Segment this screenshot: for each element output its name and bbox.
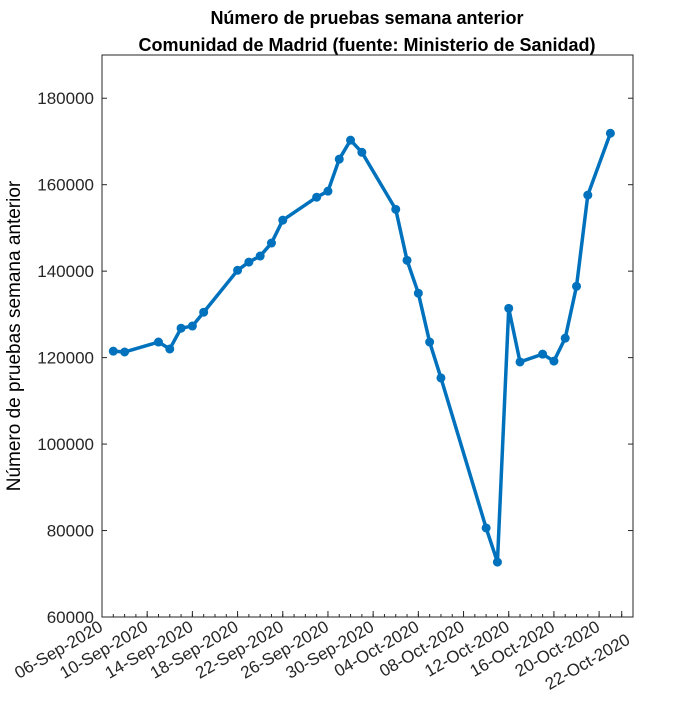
- data-point: [515, 357, 525, 367]
- data-point: [413, 288, 423, 298]
- data-point: [120, 347, 130, 357]
- data-point: [187, 321, 197, 331]
- data-point: [278, 215, 288, 225]
- data-point: [504, 303, 514, 313]
- data-point: [176, 323, 186, 333]
- series-line: [113, 132, 613, 564]
- plot-area: [101, 54, 634, 618]
- data-point: [346, 135, 356, 145]
- data-point: [165, 344, 175, 354]
- data-point: [538, 349, 548, 359]
- y-tick-label: 80000: [47, 522, 94, 541]
- y-tick-label: 100000: [37, 435, 94, 454]
- data-point: [605, 128, 615, 138]
- y-tick-label: 140000: [37, 262, 94, 281]
- data-point: [323, 186, 333, 196]
- data-point: [402, 255, 412, 265]
- data-point: [334, 154, 344, 164]
- y-tick-label: 180000: [37, 89, 94, 108]
- data-point: [436, 373, 446, 383]
- data-point: [481, 523, 491, 533]
- chart-title-line-2: Comunidad de Madrid (fuente: Ministerio …: [138, 35, 595, 55]
- y-tick-label: 60000: [47, 608, 94, 627]
- data-point: [108, 346, 118, 356]
- data-point: [199, 307, 209, 317]
- data-point: [425, 337, 435, 347]
- data-point: [255, 251, 265, 261]
- data-point: [312, 192, 322, 202]
- data-point: [357, 147, 367, 157]
- chart-title-line-1: Número de pruebas semana anterior: [210, 8, 523, 28]
- data-point: [153, 337, 163, 347]
- y-tick-label: 160000: [37, 176, 94, 195]
- data-point: [572, 281, 582, 291]
- data-point: [549, 356, 559, 366]
- data-point: [391, 204, 401, 214]
- y-axis-label: Número de pruebas semana anterior: [4, 180, 25, 491]
- data-point: [266, 238, 276, 248]
- y-tick-label: 120000: [37, 349, 94, 368]
- data-point: [583, 190, 593, 200]
- data-point: [244, 257, 254, 267]
- data-point: [492, 557, 502, 567]
- data-point: [560, 333, 570, 343]
- data-point: [233, 265, 243, 275]
